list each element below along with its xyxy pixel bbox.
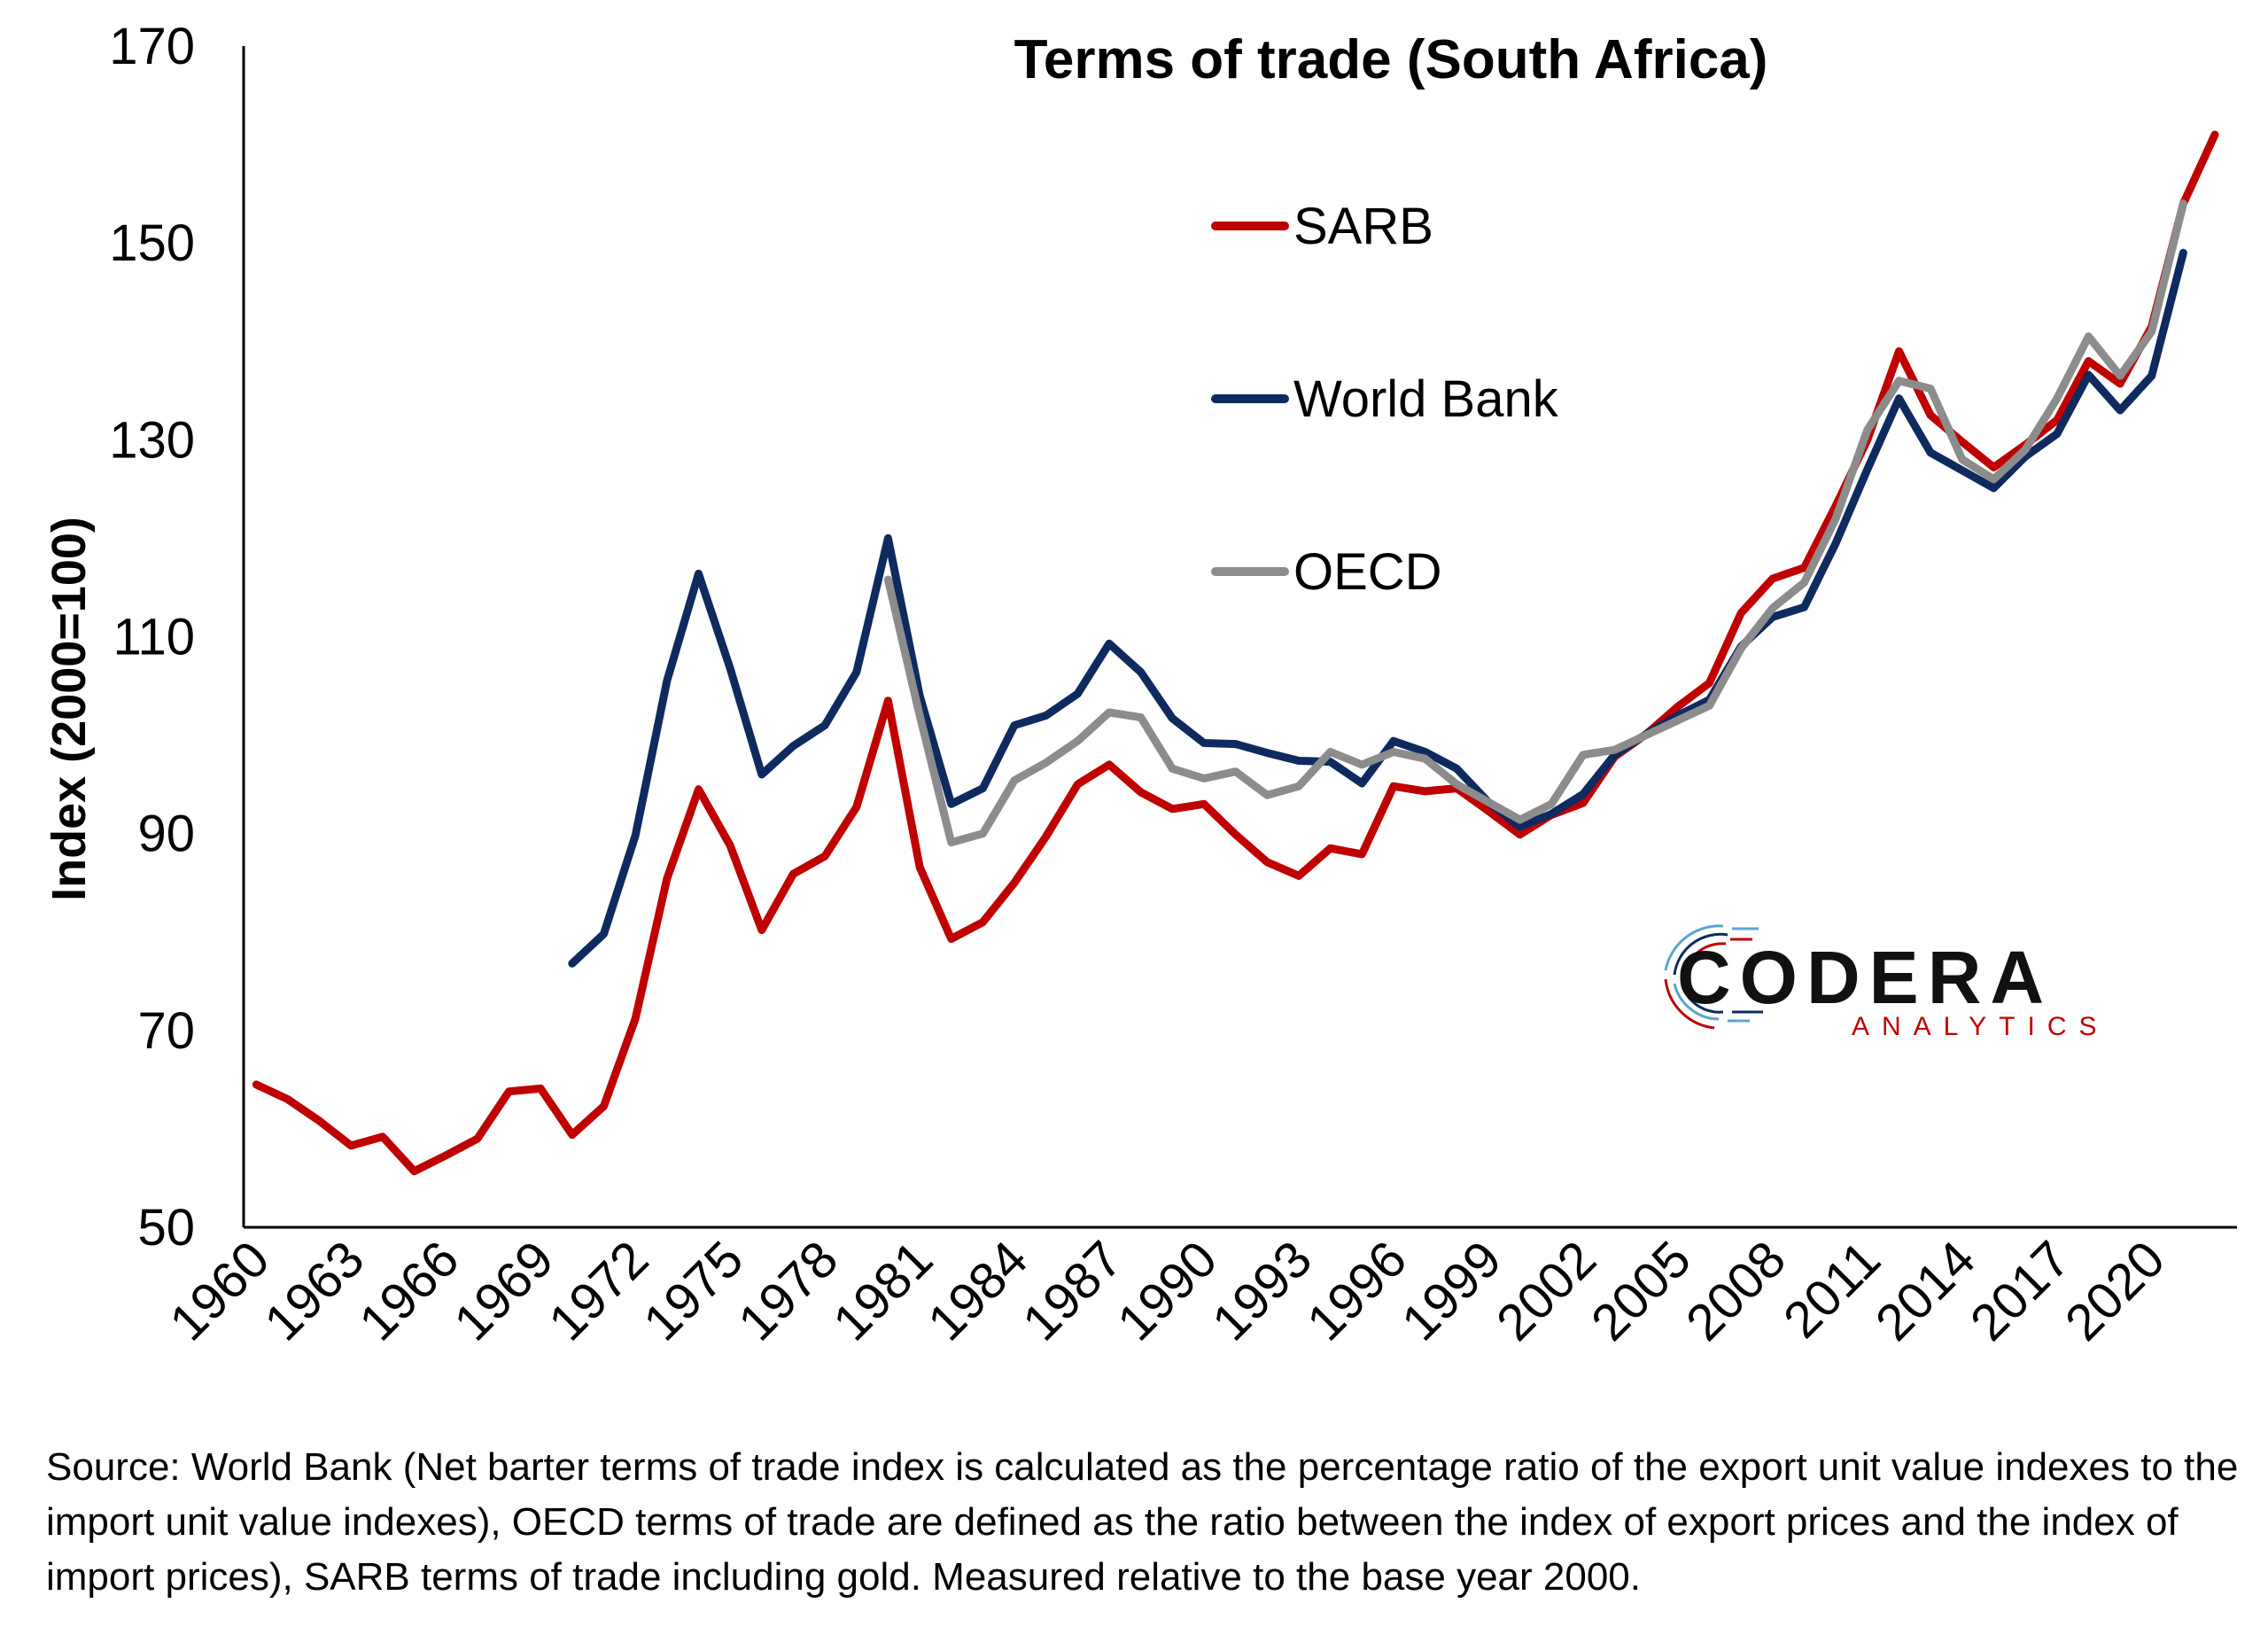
y-tick-label: 170 [109,18,195,75]
y-axis-label: Index (2000=100) [43,517,96,901]
y-tick-label: 50 [137,1199,195,1257]
y-tick-label: 90 [137,806,195,863]
x-tick-labels: 1960196319661969197219751978198119841987… [159,1230,2176,1351]
codera-logo: CODERA ANALYTICS [1664,924,2109,1041]
x-tick-label: 1978 [727,1230,849,1351]
logo-wordmark: CODERA [1677,936,2053,1019]
legend: SARB World Bank OECD [1211,198,1559,601]
y-tick-label: 150 [109,214,195,272]
series-line-sarb [252,130,2219,1176]
y-tick-labels: 50 70 90 110 130 150 170 [109,18,195,1257]
series-line-world-bank [568,248,2187,968]
chart-title: Terms of trade (South Africa) [1014,29,1768,90]
x-tick-label: 1969 [443,1230,564,1351]
y-tick-label: 130 [109,411,195,469]
x-tick-label: 1996 [1296,1230,1418,1351]
x-tick-label: 2020 [2054,1230,2176,1351]
chart-axes [242,46,2237,1229]
x-tick-label: 2014 [1865,1230,1986,1351]
x-tick-label: 2008 [1675,1230,1797,1351]
x-tick-label: 1984 [917,1230,1038,1351]
legend-label-sarb: SARB [1293,198,1433,255]
x-tick-label: 1990 [1107,1230,1228,1351]
logo-subtitle: ANALYTICS [1852,1012,2109,1041]
x-tick-label: 1972 [538,1230,659,1351]
x-tick-label: 1975 [633,1230,754,1351]
x-tick-label: 1966 [348,1230,470,1351]
x-tick-label: 2005 [1581,1230,1702,1351]
x-tick-label: 1987 [1012,1230,1133,1351]
x-tick-label: 2011 [1773,1230,1891,1349]
series-lines [252,130,2219,1176]
logo-circuit-icon [1664,924,1763,1030]
legend-label-oecd: OECD [1293,543,1442,601]
source-footnote: Source: World Bank (Net barter terms of … [46,1445,2239,1599]
x-tick-label: 1993 [1201,1230,1323,1351]
y-tick-label: 70 [137,1002,195,1060]
series-line-oecd [883,199,2187,847]
x-tick-label: 1981 [822,1230,944,1351]
x-tick-label: 1963 [253,1230,375,1351]
legend-label-world-bank: World Bank [1293,370,1559,428]
x-tick-label: 1999 [1391,1230,1512,1351]
x-tick-label: 2017 [1960,1230,2081,1351]
x-tick-label: 2002 [1486,1230,1607,1351]
y-tick-label: 110 [113,609,195,666]
